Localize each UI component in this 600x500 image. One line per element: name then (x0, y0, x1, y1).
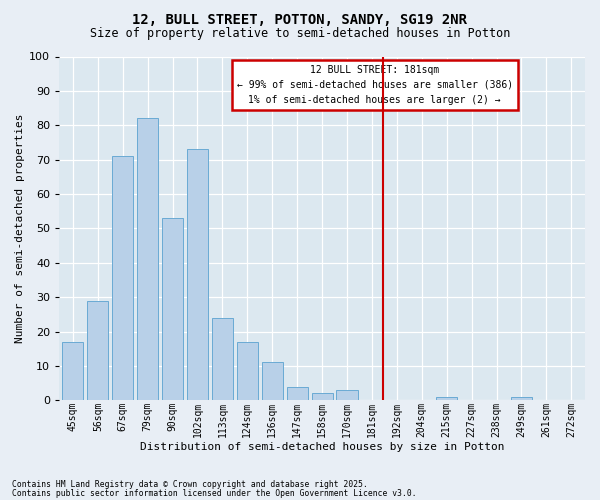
Bar (212, 318, 233, 400)
Text: Contains HM Land Registry data © Crown copyright and database right 2025.: Contains HM Land Registry data © Crown c… (12, 480, 368, 489)
Bar (162, 218, 183, 400)
Text: Contains public sector information licensed under the Open Government Licence v3: Contains public sector information licen… (12, 490, 416, 498)
Bar (287, 386, 308, 400)
Bar (187, 150, 208, 400)
Y-axis label: Number of semi-detached properties: Number of semi-detached properties (15, 114, 25, 343)
Bar (87, 300, 109, 400)
Bar (262, 362, 283, 401)
Text: 12, BULL STREET, POTTON, SANDY, SG19 2NR: 12, BULL STREET, POTTON, SANDY, SG19 2NR (133, 12, 467, 26)
Bar (62, 342, 83, 400)
Bar (337, 390, 358, 400)
Bar (511, 397, 532, 400)
X-axis label: Distribution of semi-detached houses by size in Potton: Distribution of semi-detached houses by … (140, 442, 505, 452)
Bar (137, 118, 158, 400)
Text: Size of property relative to semi-detached houses in Potton: Size of property relative to semi-detach… (90, 28, 510, 40)
Text: 12 BULL STREET: 181sqm
← 99% of semi-detached houses are smaller (386)
1% of sem: 12 BULL STREET: 181sqm ← 99% of semi-det… (236, 65, 513, 104)
Bar (311, 394, 332, 400)
Bar (436, 397, 457, 400)
Bar (237, 342, 258, 400)
Bar (112, 156, 133, 400)
